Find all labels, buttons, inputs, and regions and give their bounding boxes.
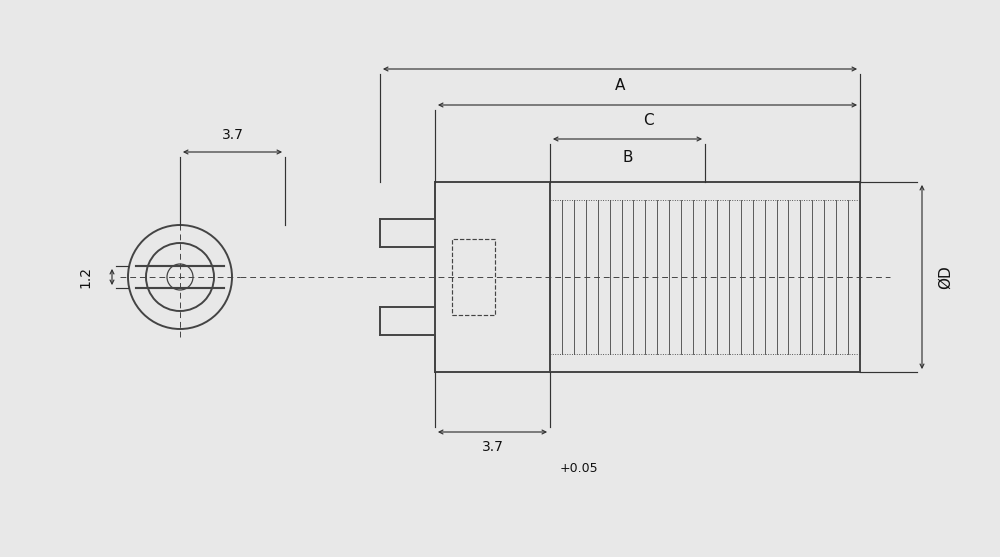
Text: B: B — [623, 149, 633, 164]
Text: +0.05: +0.05 — [560, 462, 599, 476]
Text: ØD: ØD — [937, 265, 952, 289]
Text: 3.7: 3.7 — [222, 128, 244, 142]
Bar — [452, 239, 495, 315]
Text: 1.2: 1.2 — [78, 266, 92, 288]
Text: 3.7: 3.7 — [482, 440, 503, 454]
Text: A: A — [615, 77, 625, 92]
Text: C: C — [643, 114, 653, 129]
Bar — [435, 182, 550, 372]
